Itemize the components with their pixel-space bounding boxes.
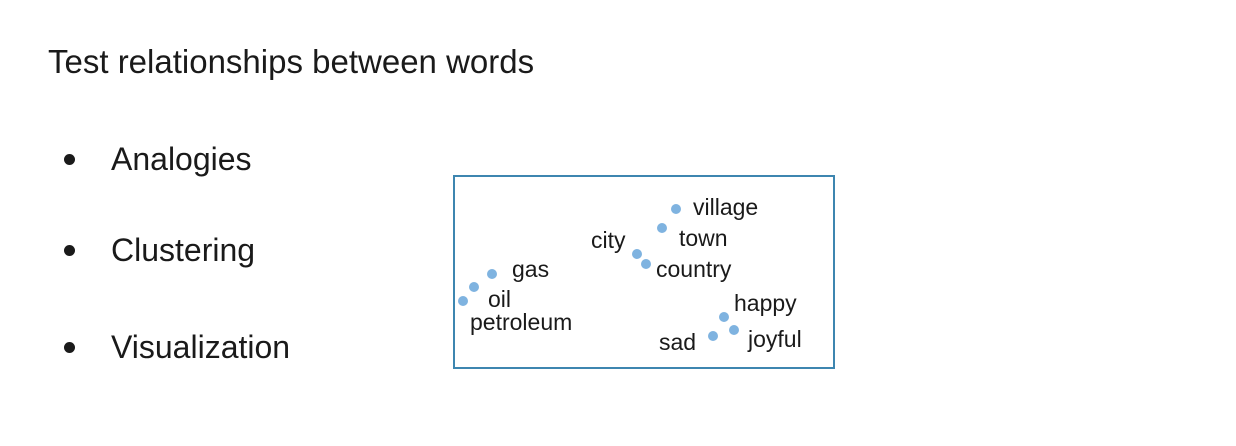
word-label-country: country [656, 256, 732, 282]
slide-title: Test relationships between words [48, 43, 535, 80]
point-town [657, 223, 667, 233]
word-label-petroleum: petroleum [470, 309, 572, 335]
point-country [641, 259, 651, 269]
bullet-dot-icon [64, 342, 75, 353]
word-label-happy: happy [734, 290, 797, 316]
point-oil-1 [469, 282, 479, 292]
word-label-joyful: joyful [747, 326, 802, 352]
point-joyful [729, 325, 739, 335]
point-oil-2 [458, 296, 468, 306]
word-label-village: village [693, 194, 758, 220]
word-label-oil: oil [488, 286, 511, 312]
point-sad [708, 331, 718, 341]
bullet-label: Clustering [111, 232, 256, 268]
word-label-town: town [679, 225, 728, 251]
bullet-label: Visualization [111, 329, 291, 365]
point-gas [487, 269, 497, 279]
word-label-sad: sad [659, 329, 696, 355]
bullet-dot-icon [64, 154, 75, 165]
word-label-city: city [591, 227, 626, 253]
bullet-dot-icon [64, 245, 75, 256]
word-embedding-plot: village city town country gas oil petrol… [453, 175, 835, 369]
point-village [671, 204, 681, 214]
point-happy [719, 312, 729, 322]
word-label-gas: gas [512, 256, 549, 282]
word-plot-canvas: village city town country gas oil petrol… [458, 194, 802, 355]
point-city [632, 249, 642, 259]
bullet-label: Analogies [111, 141, 252, 177]
